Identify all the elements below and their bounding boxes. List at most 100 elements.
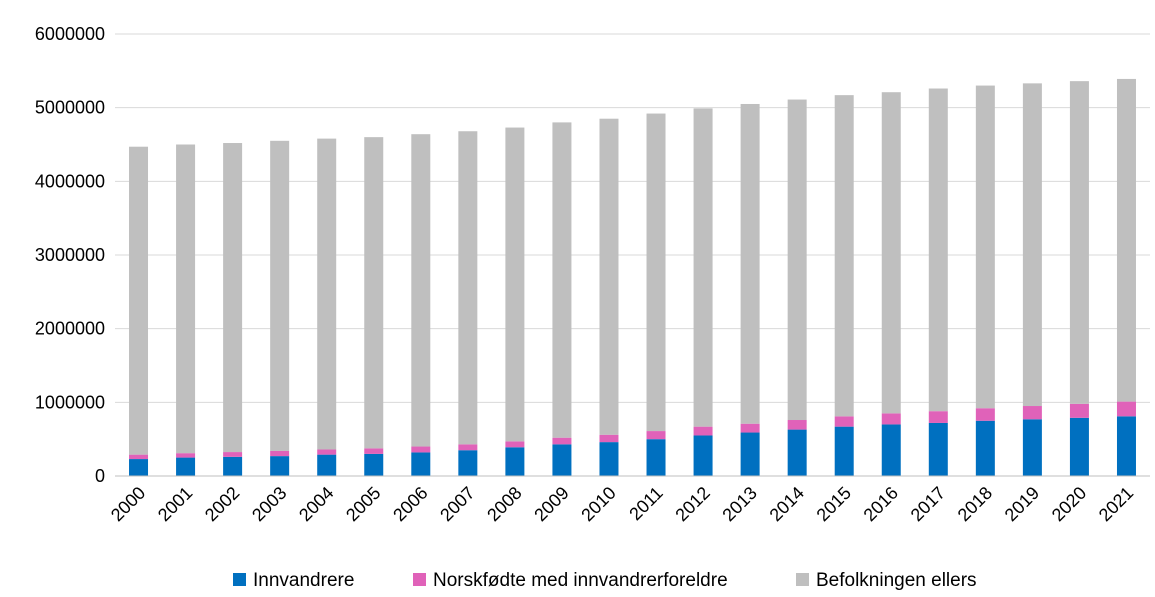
bar-2016-series-2 (881, 92, 901, 414)
bar-2009-series-2 (552, 122, 572, 438)
bar-2005-series-1 (364, 448, 384, 454)
bar-2008-series-0 (505, 447, 525, 476)
x-tick-label: 2017 (907, 483, 949, 525)
x-tick-label: 2004 (295, 483, 337, 525)
bar-2009-series-1 (552, 437, 572, 445)
bar-2015-series-0 (834, 426, 854, 476)
legend-swatch (233, 573, 246, 586)
x-tick-label: 2007 (436, 483, 478, 525)
bar-2006-series-2 (411, 134, 431, 447)
bar-2020-series-2 (1069, 81, 1089, 404)
x-tick-label: 2002 (201, 483, 243, 525)
bar-2019-series-0 (1022, 419, 1042, 476)
x-tick-label: 2016 (860, 483, 902, 525)
x-tick-label: 2009 (530, 483, 572, 525)
x-tick-label: 2021 (1095, 483, 1137, 525)
bar-2014-series-2 (787, 99, 807, 421)
x-tick-label: 2019 (1001, 483, 1043, 525)
bar-2017-series-2 (928, 88, 948, 412)
bar-2016-series-1 (881, 413, 901, 425)
bar-2006-series-1 (411, 446, 431, 453)
bar-group (129, 78, 1136, 476)
bar-2011-series-1 (646, 431, 666, 440)
bar-2020-series-1 (1069, 403, 1089, 418)
y-tick-label: 6000000 (35, 24, 105, 44)
x-tick-label: 2014 (766, 483, 808, 525)
bar-2012-series-1 (693, 426, 713, 436)
bar-2002-series-2 (223, 143, 243, 453)
bar-2021-series-0 (1116, 416, 1136, 476)
bar-2007-series-1 (458, 444, 478, 451)
bar-2003-series-1 (270, 450, 290, 457)
x-tick-label: 2012 (671, 483, 713, 525)
bar-2000-series-0 (129, 459, 149, 476)
bar-2010-series-0 (599, 442, 619, 476)
y-axis-ticks: 0 1000000 2000000 3000000 4000000 5000000 6000… (35, 24, 105, 486)
bar-2004-series-0 (317, 454, 337, 476)
bar-2001-series-2 (176, 144, 196, 454)
bar-2010-series-2 (599, 118, 619, 435)
x-tick-label: 2008 (483, 483, 525, 525)
legend-swatch (796, 573, 809, 586)
bar-2002-series-1 (223, 452, 243, 457)
bar-2015-series-1 (834, 416, 854, 427)
bar-2017-series-0 (928, 422, 948, 476)
x-tick-label: 2003 (248, 483, 290, 525)
legend-label: Innvandrere (253, 570, 354, 591)
bar-2006-series-0 (411, 452, 431, 476)
bar-2001-series-1 (176, 453, 196, 458)
bar-2012-series-2 (693, 108, 713, 427)
legend-label: Norskfødte med innvandrerforeldre (433, 570, 728, 591)
bar-2004-series-1 (317, 449, 337, 455)
bar-2007-series-2 (458, 131, 478, 445)
bar-2003-series-0 (270, 456, 290, 476)
y-tick-label: 0 (95, 466, 105, 486)
bar-2021-series-1 (1116, 401, 1136, 417)
x-tick-label: 2001 (154, 483, 196, 525)
x-tick-label: 2018 (954, 483, 996, 525)
x-tick-label: 2006 (389, 483, 431, 525)
bar-2013-series-2 (740, 103, 760, 424)
bar-2013-series-0 (740, 432, 760, 476)
bar-2018-series-2 (975, 85, 995, 409)
bar-2002-series-0 (223, 456, 243, 476)
y-tick-label: 5000000 (35, 98, 105, 118)
bar-2014-series-1 (787, 420, 807, 430)
bar-2017-series-1 (928, 411, 948, 423)
bar-2019-series-1 (1022, 406, 1042, 420)
bar-2010-series-1 (599, 434, 619, 443)
x-tick-label: 2005 (342, 483, 384, 525)
legend: Innvandrere Norskfødte med innvandrerfore… (233, 570, 977, 591)
bar-2011-series-0 (646, 439, 666, 476)
bar-2014-series-0 (787, 429, 807, 476)
x-tick-label: 2013 (718, 483, 760, 525)
bar-2020-series-0 (1069, 417, 1089, 476)
y-tick-label: 3000000 (35, 245, 105, 265)
bar-2000-series-1 (129, 454, 149, 460)
x-tick-label: 2015 (813, 483, 855, 525)
x-tick-label: 2000 (107, 483, 149, 525)
bar-2016-series-0 (881, 424, 901, 476)
bar-2018-series-0 (975, 420, 995, 476)
bar-2005-series-0 (364, 453, 384, 476)
y-tick-label: 2000000 (35, 319, 105, 339)
bar-2005-series-2 (364, 137, 384, 449)
x-tick-label: 2011 (625, 483, 667, 525)
x-tick-label: 2010 (577, 483, 619, 525)
bar-2013-series-1 (740, 423, 760, 433)
y-tick-label: 4000000 (35, 171, 105, 191)
bar-2008-series-2 (505, 127, 525, 442)
bar-2003-series-2 (270, 140, 290, 451)
bar-2021-series-2 (1116, 78, 1136, 402)
legend-swatch (413, 573, 426, 586)
bar-2019-series-2 (1022, 83, 1042, 407)
x-tick-label: 2020 (1048, 483, 1090, 525)
bar-2011-series-2 (646, 113, 666, 432)
bar-2018-series-1 (975, 408, 995, 421)
bar-2009-series-0 (552, 444, 572, 476)
bar-2008-series-1 (505, 441, 525, 448)
y-tick-label: 1000000 (35, 392, 105, 412)
bar-2000-series-2 (129, 146, 149, 455)
x-axis-ticks: 2000 2001 2002 2003 2004 2005 2006 2007 2008 2009… (107, 483, 1137, 525)
